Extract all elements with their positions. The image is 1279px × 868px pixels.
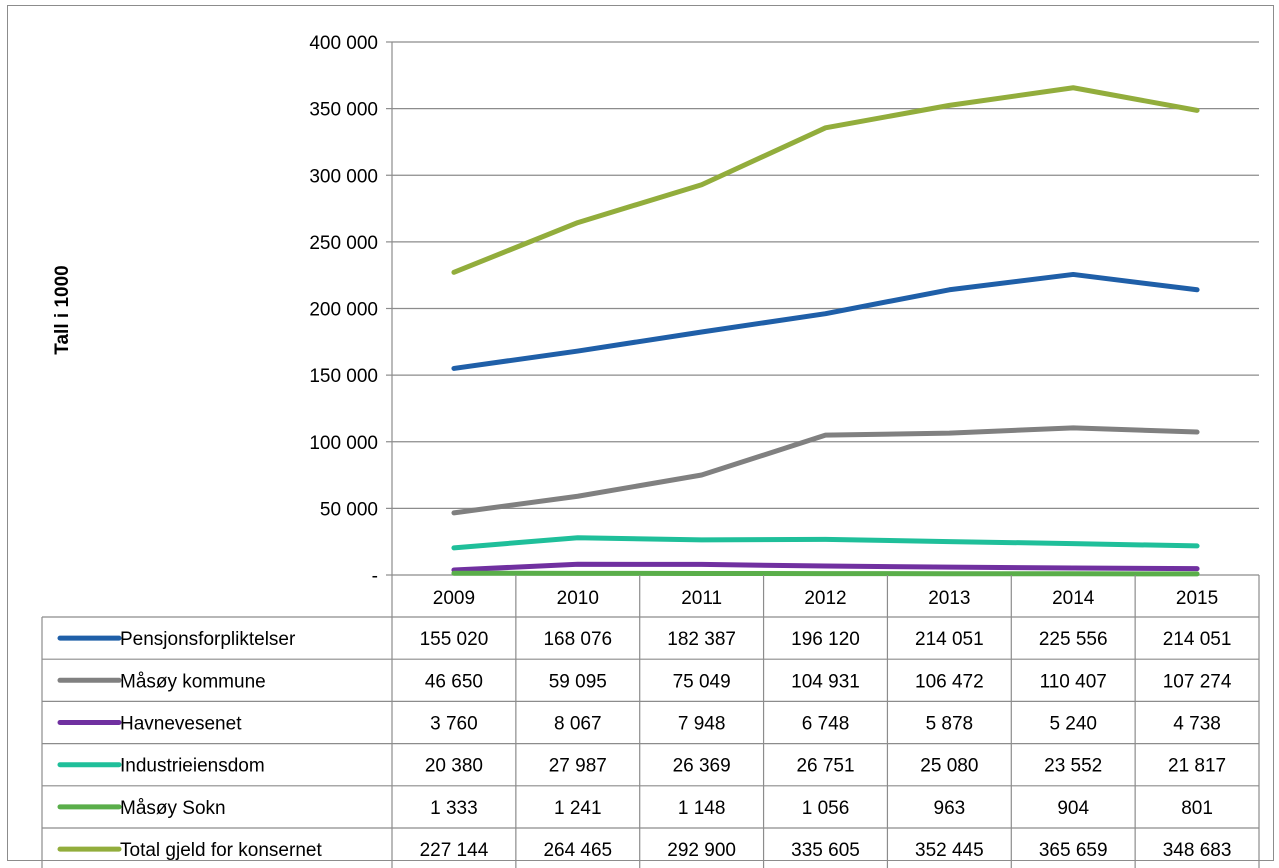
- data-label: 168 076: [543, 629, 612, 650]
- series-name: Total gjeld for konsernet: [120, 840, 322, 861]
- data-label: 59 095: [549, 671, 607, 692]
- table-header-year: 2014: [1052, 588, 1095, 609]
- series-name: Måsøy kommune: [120, 671, 266, 692]
- data-label: 104 931: [791, 671, 860, 692]
- table-header-year: 2013: [928, 588, 970, 609]
- data-label: 352 445: [915, 840, 984, 861]
- data-label: 20 380: [425, 756, 483, 777]
- data-label: 21 817: [1168, 756, 1226, 777]
- data-label: 214 051: [915, 629, 984, 650]
- y-tick-label: -: [372, 566, 378, 587]
- data-label: 8 067: [554, 714, 602, 735]
- y-tick-label: 100 000: [309, 433, 378, 454]
- data-label: 110 407: [1040, 671, 1107, 692]
- chart-frame: [7, 5, 1274, 861]
- y-tick-label: 400 000: [309, 33, 378, 54]
- data-label: 5 878: [926, 714, 974, 735]
- data-label: 227 144: [420, 840, 489, 861]
- series-line: [451, 535, 1200, 551]
- table-header-year: 2012: [804, 588, 846, 609]
- data-label: 1 241: [554, 798, 602, 819]
- data-label: 4 738: [1173, 714, 1221, 735]
- data-label: 182 387: [667, 629, 736, 650]
- data-label: 107 274: [1163, 671, 1232, 692]
- data-label: 6 748: [802, 714, 850, 735]
- data-label: 26 751: [796, 756, 854, 777]
- y-tick-label: 200 000: [309, 300, 378, 321]
- data-label: 264 465: [543, 840, 612, 861]
- data-label: 1 148: [678, 798, 726, 819]
- data-label: 801: [1181, 798, 1213, 819]
- series-line: [451, 85, 1200, 275]
- data-label: 292 900: [667, 840, 736, 861]
- series-line: [451, 271, 1200, 371]
- data-label: 25 080: [920, 756, 978, 777]
- y-axis-label: Tall i 1000: [52, 265, 73, 354]
- data-label: 1 333: [430, 798, 478, 819]
- series-name: Pensjonsforpliktelser: [120, 629, 296, 650]
- data-label: 963: [934, 798, 966, 819]
- data-label: 5 240: [1049, 714, 1097, 735]
- data-label: 26 369: [673, 756, 731, 777]
- data-label: 155 020: [420, 629, 489, 650]
- data-label: 904: [1057, 798, 1089, 819]
- y-tick-label: 300 000: [309, 166, 378, 187]
- table-header-year: 2015: [1176, 588, 1218, 609]
- y-tick-label: 150 000: [309, 366, 378, 387]
- data-label: 3 760: [430, 714, 478, 735]
- data-label: 46 650: [425, 671, 483, 692]
- series-name: Måsøy Sokn: [120, 798, 226, 819]
- series-line: [451, 561, 1200, 573]
- series-line: [451, 570, 1200, 577]
- table-header-year: 2011: [681, 588, 722, 609]
- series-name: Havnevesenet: [120, 714, 242, 735]
- data-label: 348 683: [1163, 840, 1232, 861]
- data-label: 225 556: [1039, 629, 1108, 650]
- table-header-year: 2009: [433, 588, 475, 609]
- data-label: 1 056: [802, 798, 850, 819]
- data-label: 23 552: [1044, 756, 1102, 777]
- data-label: 196 120: [791, 629, 860, 650]
- data-label: 7 948: [678, 714, 726, 735]
- data-label: 365 659: [1039, 840, 1108, 861]
- table-header-year: 2010: [557, 588, 599, 609]
- y-tick-label: 350 000: [309, 100, 378, 121]
- data-label: 335 605: [791, 840, 860, 861]
- data-label: 214 051: [1163, 629, 1232, 650]
- y-tick-label: 50 000: [320, 499, 378, 520]
- series-line: [451, 425, 1200, 516]
- data-label: 27 987: [549, 756, 607, 777]
- series-name: Industrieiensdom: [120, 756, 265, 777]
- y-tick-label: 250 000: [309, 233, 378, 254]
- data-label: 75 049: [673, 671, 731, 692]
- data-label: 106 472: [915, 671, 984, 692]
